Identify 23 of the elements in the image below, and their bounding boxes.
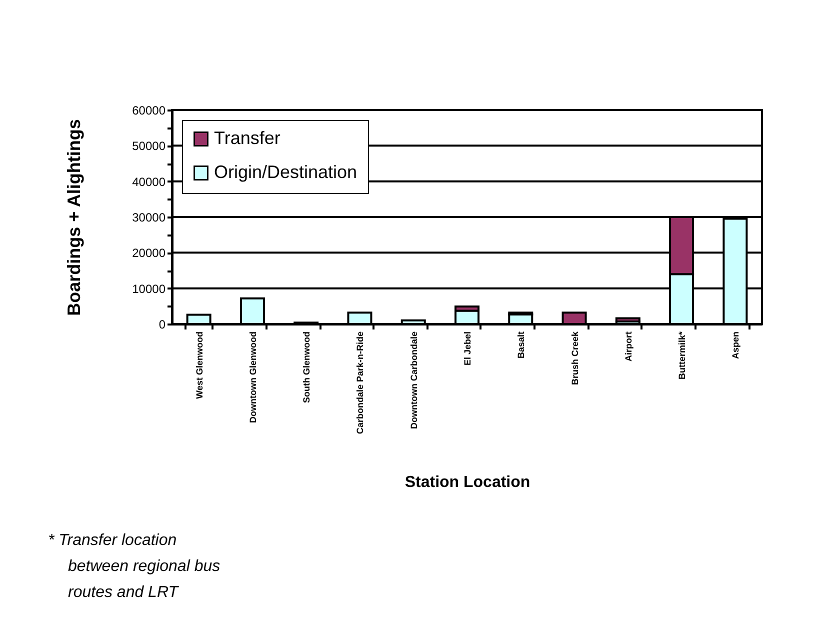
x-tick-label: Brush Creek xyxy=(570,330,580,386)
y-axis-title: Boardings + Alightings xyxy=(64,119,84,316)
x-tick-label: Basalt xyxy=(516,332,526,359)
x-tick-label: Downtown Carbondale xyxy=(408,332,419,429)
y-tick-label: 60000 xyxy=(132,104,166,118)
x-tick-label: Buttermilk* xyxy=(677,331,688,380)
y-tick-label: 10000 xyxy=(132,282,166,296)
legend-label: Origin/Destination xyxy=(214,162,358,182)
y-tick-label: 0 xyxy=(158,318,166,332)
x-tick-label: Airport xyxy=(623,332,634,362)
legend-label: Transfer xyxy=(214,128,280,148)
x-tick-label: South Glenwood xyxy=(302,332,312,403)
x-tick-label: El Jebel xyxy=(462,332,472,366)
x-axis-title: Station Location xyxy=(404,474,530,492)
x-tick-label: Downtown Glenwood xyxy=(248,332,258,423)
y-tick-label: 30000 xyxy=(132,210,166,224)
text: * Transfer location between regional bus routes and LRT xyxy=(48,531,222,603)
y-tick-label: 50000 xyxy=(132,139,166,154)
x-tick-label: West Glenwood xyxy=(194,332,204,399)
y-tick-label: 20000 xyxy=(132,246,166,260)
x-tick-label: Aspen xyxy=(730,332,741,360)
y-tick-label: 40000 xyxy=(132,174,166,189)
x-tick-label: Carbondale Park-n-Ride xyxy=(355,332,366,434)
